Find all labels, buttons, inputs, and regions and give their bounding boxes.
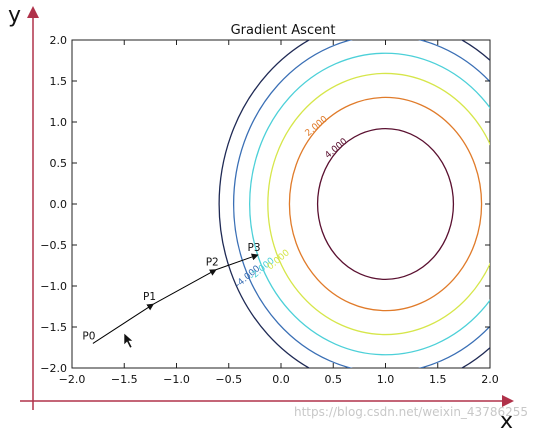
- y-tick-label: −0.5: [40, 239, 67, 252]
- point-label: P1: [143, 291, 156, 303]
- contour-label: 2.000: [304, 114, 330, 138]
- x-tick-label: 1.5: [429, 373, 447, 386]
- y-tick-label: 2.0: [50, 34, 68, 47]
- x-tick-label: −1.5: [111, 373, 138, 386]
- x-tick-label: 1.0: [377, 373, 395, 386]
- y-tick-label: 0.0: [50, 198, 68, 211]
- outer-y-letter: y: [8, 3, 21, 28]
- outer-x-letter: x: [500, 409, 513, 434]
- x-tick-label: −0.5: [215, 373, 242, 386]
- gradient-step-arrow: [216, 253, 259, 271]
- plot-frame: [71, 39, 491, 369]
- y-tick-label: −1.0: [40, 280, 67, 293]
- y-tick-label: −2.0: [40, 362, 67, 375]
- x-tick-label: 2.0: [481, 373, 499, 386]
- x-tick-label: 0.5: [325, 373, 343, 386]
- contour-line: [249, 52, 490, 356]
- gradient-step-arrow: [153, 269, 217, 305]
- y-tick-label: −1.5: [40, 321, 67, 334]
- mouse-cursor-icon: [123, 332, 134, 349]
- chart-title: Gradient Ascent: [231, 23, 336, 38]
- contour-line: [316, 127, 455, 281]
- y-tick-label: 1.0: [50, 116, 68, 129]
- x-tick-label: 0.0: [272, 373, 290, 386]
- contour-label: 0.000: [266, 248, 292, 272]
- point-label: P2: [206, 257, 219, 269]
- gradient-step-arrow: [92, 303, 155, 344]
- watermark: https://blog.csdn.net/weixin_43786255: [294, 405, 528, 419]
- contour-line: [267, 72, 490, 336]
- point-label: P3: [248, 242, 261, 254]
- point-label: P0: [82, 330, 95, 342]
- x-tick-label: −2.0: [59, 373, 86, 386]
- contour-label: 4.000: [323, 137, 349, 161]
- contour-line: [218, 40, 490, 368]
- y-tick-label: 1.5: [50, 75, 68, 88]
- y-tick-label: 0.5: [50, 157, 68, 170]
- contour-line: [288, 96, 483, 312]
- contour-line: [233, 40, 490, 368]
- x-tick-label: −1.0: [163, 373, 190, 386]
